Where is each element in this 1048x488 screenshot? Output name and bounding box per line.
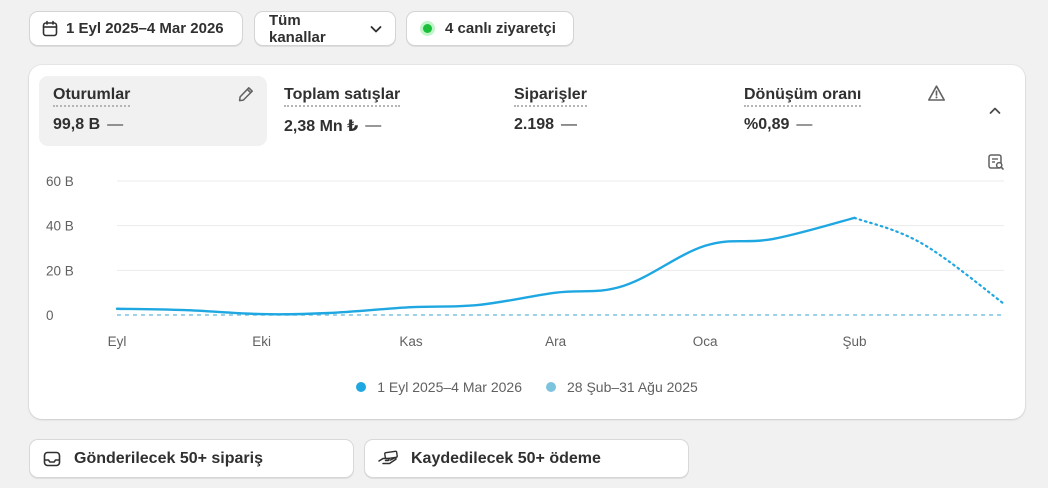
payments-to-capture-button[interactable]: Kaydedilecek 50+ ödeme	[364, 439, 689, 478]
x-tick-label: Eki	[252, 334, 271, 349]
x-tick-label: Şub	[843, 334, 867, 349]
chart-options-button[interactable]	[985, 151, 1007, 173]
chevron-up-icon	[989, 107, 1001, 114]
metric-label: Siparişler	[514, 86, 587, 107]
x-tick-label: Ara	[545, 334, 567, 349]
payment-hand-icon	[378, 450, 398, 464]
sessions-line-chart: 60 B 40 B 20 B 0 Eyl Eki Kas Ara Oca Şub	[46, 174, 1006, 349]
collapse-button[interactable]	[984, 100, 1006, 122]
metric-label: Oturumlar	[53, 86, 131, 107]
calendar-icon	[42, 20, 58, 36]
legend-dot-current	[356, 382, 367, 392]
metric-value: 99,8 B	[53, 116, 101, 133]
sessions-analytics-card: Oturumlar 99,8 B — Toplam satışlar 2,38 …	[29, 65, 1025, 419]
report-search-icon	[988, 154, 1004, 170]
y-tick-label: 60 B	[46, 174, 74, 189]
metric-change: —	[365, 117, 382, 134]
metric-label: Toplam satışlar	[284, 86, 401, 107]
x-tick-label: Oca	[693, 334, 718, 349]
metric-change: —	[107, 116, 124, 133]
date-range-button[interactable]: 1 Eyl 2025–4 Mar 2026	[29, 11, 243, 46]
live-visitors-button[interactable]: 4 canlı ziyaretçi	[406, 11, 574, 46]
metric-label: Dönüşüm oranı	[744, 86, 862, 107]
metric-tab-total-sales[interactable]: Toplam satışlar 2,38 Mn ₺ —	[270, 76, 494, 146]
metric-tab-sessions[interactable]: Oturumlar 99,8 B —	[39, 76, 267, 146]
edit-metric-button[interactable]	[235, 83, 257, 105]
metric-tab-orders[interactable]: Siparişler 2.198 —	[500, 76, 724, 146]
live-status-icon	[420, 21, 435, 36]
live-visitors-label: 4 canlı ziyaretçi	[445, 20, 556, 37]
date-range-label: 1 Eyl 2025–4 Mar 2026	[66, 20, 224, 37]
y-tick-label: 40 B	[46, 219, 74, 234]
pencil-icon	[238, 87, 253, 102]
x-tick-label: Eyl	[108, 334, 127, 349]
y-tick-label: 20 B	[46, 263, 74, 278]
series-line-current	[115, 216, 856, 316]
channels-dropdown[interactable]: Tüm kanallar	[254, 11, 396, 46]
legend-dot-comparison	[545, 382, 556, 392]
series-line-projected	[853, 216, 1006, 305]
orders-to-ship-button[interactable]: Gönderilecek 50+ sipariş	[29, 439, 354, 478]
legend-item-current[interactable]: 1 Eyl 2025–4 Mar 2026	[356, 379, 522, 395]
legend-label: 1 Eyl 2025–4 Mar 2026	[377, 379, 522, 395]
legend-item-comparison[interactable]: 28 Şub–31 Ağu 2025	[545, 379, 698, 395]
metric-value: 2.198	[514, 116, 555, 133]
metric-change: —	[561, 116, 578, 133]
metric-change: —	[796, 116, 813, 133]
chevron-down-icon	[370, 25, 382, 32]
channels-label: Tüm kanallar	[269, 11, 326, 46]
metric-value: 2,38 Mn ₺	[284, 118, 359, 135]
x-tick-label: Kas	[399, 334, 423, 349]
metric-tab-conversion-rate[interactable]: Dönüşüm oranı %0,89 —	[730, 76, 930, 146]
chart-legend: 1 Eyl 2025–4 Mar 2026 28 Şub–31 Ağu 2025	[29, 379, 1025, 395]
action-label: Gönderilecek 50+ sipariş	[74, 449, 263, 467]
legend-label: 28 Şub–31 Ağu 2025	[566, 379, 698, 395]
y-tick-label: 0	[46, 308, 54, 323]
warning-icon[interactable]	[926, 83, 946, 103]
action-label: Kaydedilecek 50+ ödeme	[411, 449, 601, 467]
inbox-icon	[43, 451, 61, 466]
metric-value: %0,89	[744, 116, 790, 133]
